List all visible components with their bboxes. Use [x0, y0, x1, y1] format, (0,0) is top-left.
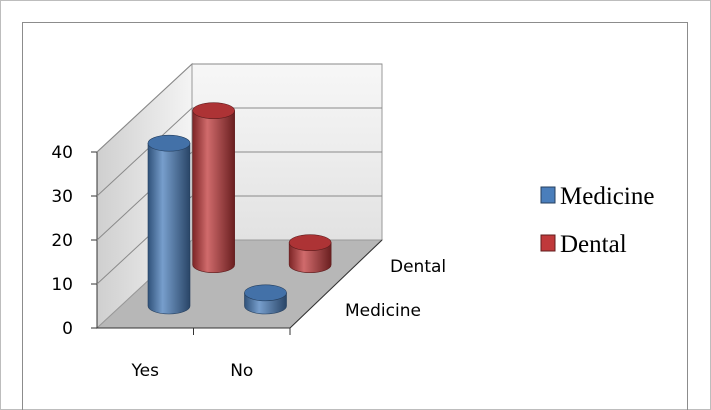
cylinder-top — [244, 284, 287, 302]
cylinder-body — [192, 110, 235, 273]
y-tick-label: 40 — [51, 143, 73, 163]
cylinder-top — [147, 134, 191, 152]
cylinder — [288, 234, 332, 273]
x-tick-label: Yes — [131, 361, 160, 381]
legend-label: Medicine — [560, 183, 654, 210]
cylinder-body — [147, 142, 191, 315]
grid-line — [96, 107, 382, 197]
x-tick-label: No — [230, 361, 253, 381]
grid-line — [96, 151, 382, 241]
y-tick-label: 30 — [51, 187, 73, 207]
depth-axis — [289, 239, 383, 329]
cylinder — [147, 134, 191, 315]
legend-swatch — [540, 186, 556, 204]
y-tick-label: 10 — [51, 275, 73, 295]
y-tick-label: 20 — [51, 231, 73, 251]
cylinder-top — [288, 234, 332, 251]
grid-line — [96, 63, 382, 153]
depth-label: Medicine — [345, 301, 421, 321]
cylinder-top — [192, 102, 235, 119]
depth-label: Dental — [390, 257, 446, 277]
grid-line — [96, 195, 382, 285]
legend-swatch — [540, 234, 556, 252]
cylinder — [192, 102, 235, 273]
legend-label: Dental — [560, 231, 627, 258]
cylinder-body — [288, 242, 332, 273]
chart-frame — [22, 22, 688, 410]
cylinder — [244, 284, 287, 315]
y-tick-label: 0 — [62, 319, 73, 339]
